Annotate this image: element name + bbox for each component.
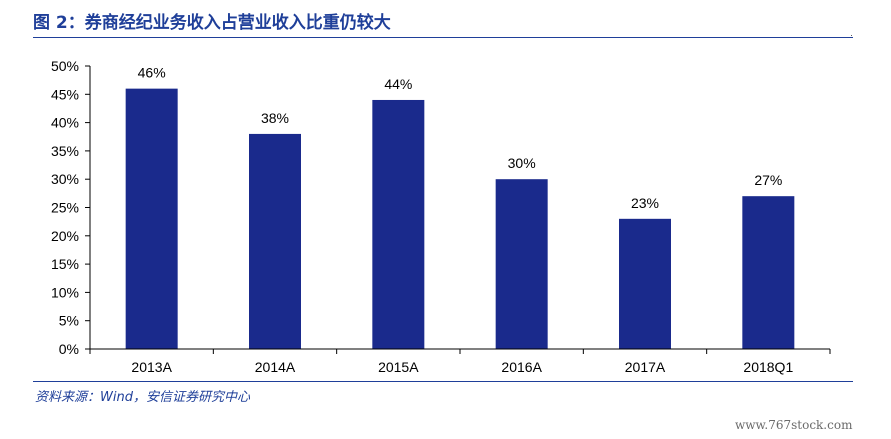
source-note: 资料来源：Wind，安信证券研究中心 [35, 390, 250, 405]
bar [742, 196, 795, 349]
y-tick-label: 15% [51, 256, 79, 272]
title-divider [33, 37, 853, 38]
bar [372, 99, 425, 350]
y-tick-label: 25% [51, 200, 79, 216]
bar [125, 88, 178, 349]
y-axis: 0% 5% 10% 15% 20% 25% 30% 35% 40% 45% 50% [51, 58, 91, 357]
bar [495, 179, 548, 349]
bars: 46% 38% 44% 30% 23% 27% [125, 65, 795, 350]
data-label: 30% [508, 155, 536, 171]
y-tick-label: 50% [51, 58, 79, 74]
watermark: www.767stock.com [735, 418, 853, 432]
data-label: 38% [261, 110, 289, 126]
data-label: 44% [384, 76, 412, 92]
x-tick-label: 2016A [501, 359, 542, 375]
x-tick-label: 2014A [255, 359, 296, 375]
x-tick-label: 2018Q1 [743, 359, 793, 375]
y-tick-label: 0% [59, 341, 79, 357]
figure-title: 图 2：券商经纪业务收入占营业收入比重仍较大 [33, 13, 391, 33]
source-divider [33, 381, 853, 382]
data-label: 23% [631, 195, 659, 211]
y-tick-label: 40% [51, 115, 79, 131]
y-tick-label: 45% [51, 86, 79, 102]
bar-chart: 0% 5% 10% 15% 20% 25% 30% 35% 40% 45% 50% 46% 38% 44… [51, 58, 831, 375]
bar [249, 133, 301, 349]
x-axis: 2013A 2014A 2015A 2016A 2017A 2018Q1 [89, 348, 831, 375]
corner-mark: · [850, 30, 853, 40]
y-tick-label: 20% [51, 228, 79, 244]
bar [619, 218, 671, 349]
y-tick-label: 30% [51, 171, 79, 187]
x-tick-label: 2015A [378, 359, 419, 375]
x-tick-label: 2017A [625, 359, 666, 375]
x-tick-label: 2013A [131, 359, 172, 375]
y-tick-label: 10% [51, 284, 79, 300]
y-tick-label: 5% [59, 313, 79, 329]
y-tick-label: 35% [51, 143, 79, 159]
data-label: 46% [138, 65, 166, 81]
data-label: 27% [754, 172, 782, 188]
